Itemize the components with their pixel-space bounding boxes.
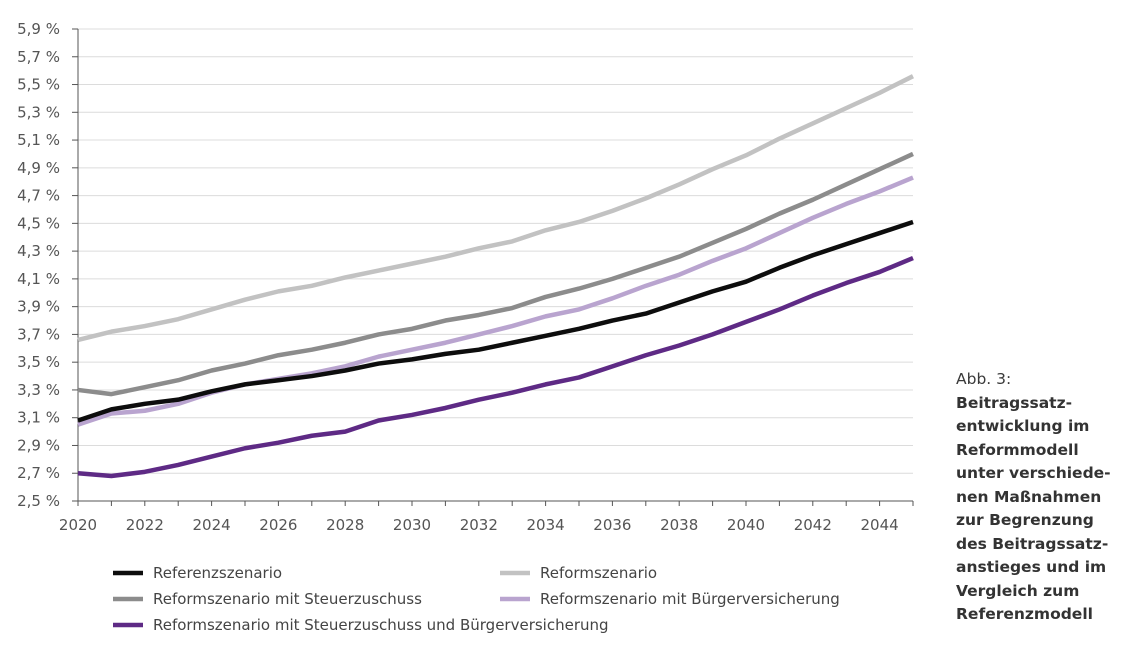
y-tick-label: 5,5 % bbox=[17, 76, 60, 94]
y-tick-label: 4,3 % bbox=[17, 242, 60, 260]
y-tick-label: 4,9 % bbox=[17, 159, 60, 177]
y-tick-label: 2,7 % bbox=[17, 464, 60, 482]
caption-title: Beitragssatz- entwicklung im Reformmodel… bbox=[956, 393, 1111, 624]
x-tick-label: 2032 bbox=[460, 516, 498, 534]
series-line-referenzszenario bbox=[77, 219, 914, 423]
x-tick-label: 2042 bbox=[794, 516, 832, 534]
y-tick-label: 3,9 % bbox=[17, 298, 60, 316]
y-tick-label: 5,3 % bbox=[17, 103, 60, 121]
series-line-reformszenario bbox=[77, 74, 915, 343]
x-tick-label: 2026 bbox=[259, 516, 297, 534]
y-tick-label: 2,5 % bbox=[17, 492, 60, 510]
legend-label: Reformszenario mit Bürgerversicherung bbox=[540, 590, 840, 608]
x-tick-label: 2040 bbox=[727, 516, 765, 534]
legend-label: Referenzszenario bbox=[153, 564, 282, 582]
x-tick-label: 2022 bbox=[126, 516, 164, 534]
y-tick-label: 3,7 % bbox=[17, 325, 60, 343]
series-line-reformszenario-mit-steuerzuschuss-und-b-rgerversicherung bbox=[77, 255, 914, 479]
legend-label: Reformszenario bbox=[540, 564, 657, 582]
series-line-reformszenario-mit-steuerzuschuss bbox=[77, 151, 914, 397]
y-tick-label: 5,9 % bbox=[17, 20, 60, 38]
axes: 2,5 % 2,7 % 2,9 % 3,1 % 3,3 % 3,5 % 3,7 % 3,9 %… bbox=[17, 20, 914, 534]
caption-number: Abb. 3: bbox=[956, 370, 1012, 388]
y-tick-label: 3,1 % bbox=[17, 409, 60, 427]
legend: Referenzszenario Reformszenario Reformszen… bbox=[113, 564, 840, 634]
y-tick-label: 5,7 % bbox=[17, 48, 60, 66]
y-tick-label: 5,1 % bbox=[17, 131, 60, 149]
y-tick-label: 4,1 % bbox=[17, 270, 60, 288]
series-lines bbox=[77, 74, 915, 479]
x-tick-label: 2036 bbox=[593, 516, 631, 534]
x-tick-label: 2034 bbox=[527, 516, 565, 534]
y-tick-label: 2,9 % bbox=[17, 436, 60, 454]
figure-caption: Abb. 3: Beitragssatz- entwicklung im Ref… bbox=[956, 368, 1136, 627]
y-tick-label: 3,5 % bbox=[17, 353, 60, 371]
x-tick-label: 2044 bbox=[861, 516, 899, 534]
y-tick-label: 4,7 % bbox=[17, 187, 60, 205]
legend-label: Reformszenario mit Steuerzuschuss und Bü… bbox=[153, 616, 609, 634]
y-tick-label: 4,5 % bbox=[17, 214, 60, 232]
x-tick-label: 2020 bbox=[59, 516, 97, 534]
x-tick-label: 2028 bbox=[326, 516, 364, 534]
x-tick-label: 2038 bbox=[660, 516, 698, 534]
legend-label: Reformszenario mit Steuerzuschuss bbox=[153, 590, 422, 608]
y-tick-label: 3,3 % bbox=[17, 381, 60, 399]
x-tick-label: 2030 bbox=[393, 516, 431, 534]
x-tick-label: 2024 bbox=[193, 516, 231, 534]
series-line-reformszenario-mit-b-rgerversicherung bbox=[77, 175, 914, 427]
